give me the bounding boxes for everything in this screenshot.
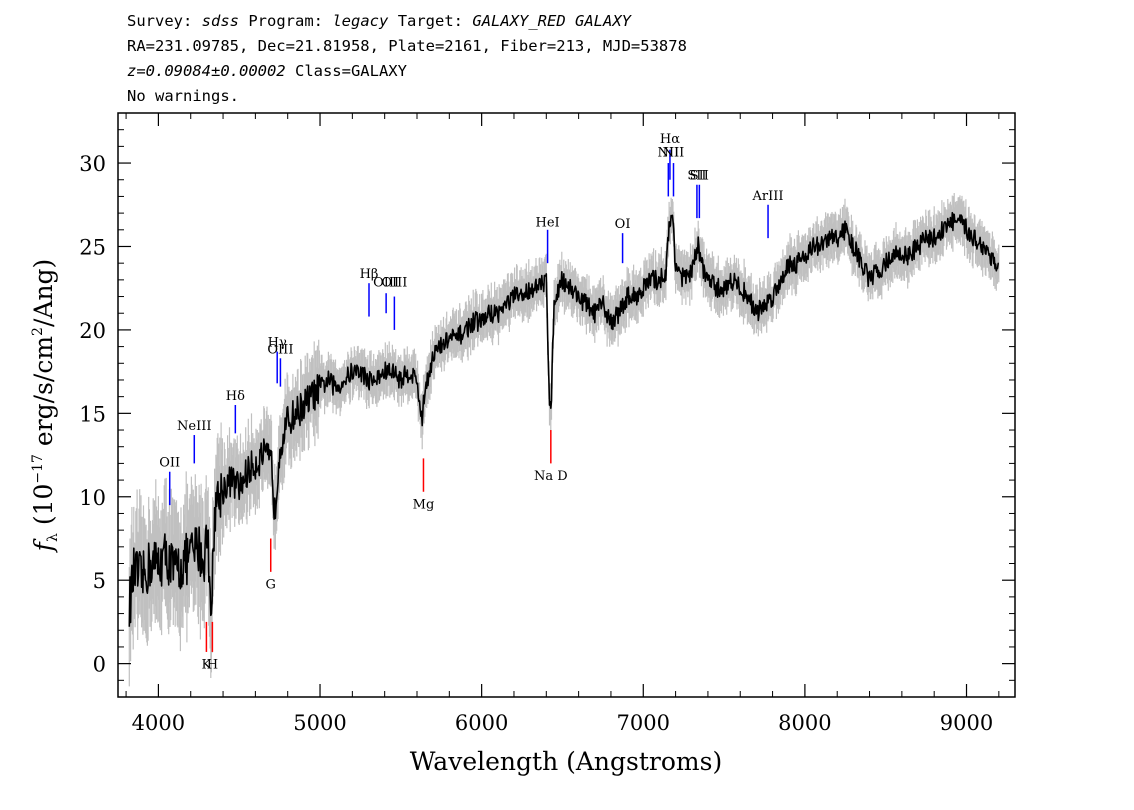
y-axis-title: fλ(10−17 erg/s/cm2/Ang) [29, 259, 61, 554]
x-tick-label: 4000 [132, 711, 185, 735]
class-value: Class=GALAXY [294, 62, 407, 80]
survey-label: Survey: [127, 12, 193, 30]
x-tick-label: 9000 [940, 711, 993, 735]
emission-line-label: NII [663, 145, 685, 160]
x-tick-label: 8000 [778, 711, 831, 735]
emission-line-label: OIII [373, 276, 399, 291]
program-value: legacy [332, 12, 389, 30]
emission-line-label: NII [657, 145, 679, 160]
absorption-line-label: Na D [534, 469, 568, 484]
emission-line-label: Hγ [268, 336, 287, 351]
header-line-2: RA=231.09785, Dec=21.81958, Plate=2161, … [127, 37, 687, 55]
header-line-1: Survey: sdss Program: legacy Target: GAL… [127, 12, 631, 30]
redshift-value: z=0.09084±0.00002 [127, 62, 286, 80]
x-tick-label: 7000 [617, 711, 670, 735]
y-tick-label: 25 [79, 235, 106, 259]
emission-line-label: OII [159, 456, 180, 471]
emission-line-label: Hβ [360, 267, 379, 282]
program-label: Program: [248, 12, 323, 30]
header-line-4: No warnings. [127, 87, 239, 105]
y-tick-label: 10 [79, 486, 106, 510]
emission-line-label: HeI [536, 215, 560, 230]
emission-line-label: OIII [267, 342, 293, 357]
x-tick-label: 5000 [293, 711, 346, 735]
plot-frame [117, 112, 1016, 698]
x-axis-title: Wavelength (Angstroms) [410, 747, 722, 776]
emission-line-label: Hα [660, 132, 680, 147]
emission-line-label: NeIII [177, 419, 211, 434]
flux-series-layer [128, 211, 999, 627]
flux-error-band [128, 193, 1000, 687]
target-value: GALAXY_RED GALAXY [472, 12, 631, 30]
y-tick-label: 20 [79, 319, 106, 343]
absorption-line-label: K [202, 658, 212, 673]
y-tick-label: 30 [79, 152, 106, 176]
flux-series-line [128, 211, 999, 627]
absorption-line-label: Mg [413, 497, 435, 512]
header-line-3: z=0.09084±0.00002 Class=GALAXY [127, 62, 407, 80]
absorption-line-label: H [207, 658, 218, 673]
error-band [128, 193, 1000, 687]
x-tick-label: 6000 [455, 711, 508, 735]
emission-line-label: SII [687, 169, 706, 184]
target-label: Target: [397, 12, 464, 30]
survey-value: sdss [201, 12, 239, 30]
emission-line-label: OI [615, 217, 631, 232]
absorption-line-label: G [266, 578, 276, 593]
y-tick-label: 15 [79, 402, 106, 426]
emission-line-label: ArIII [752, 189, 784, 204]
y-tick-label: 5 [93, 569, 106, 593]
axis-ticks-layer: 4000 5000 6000 7000 8000 9000 0 5 10 15 20 25 30 [79, 113, 1015, 735]
emission-line-label: OIII [381, 276, 407, 291]
emission-line-label: SII [690, 169, 709, 184]
y-tick-label: 0 [93, 653, 106, 677]
emission-line-label: Hδ [226, 389, 245, 404]
